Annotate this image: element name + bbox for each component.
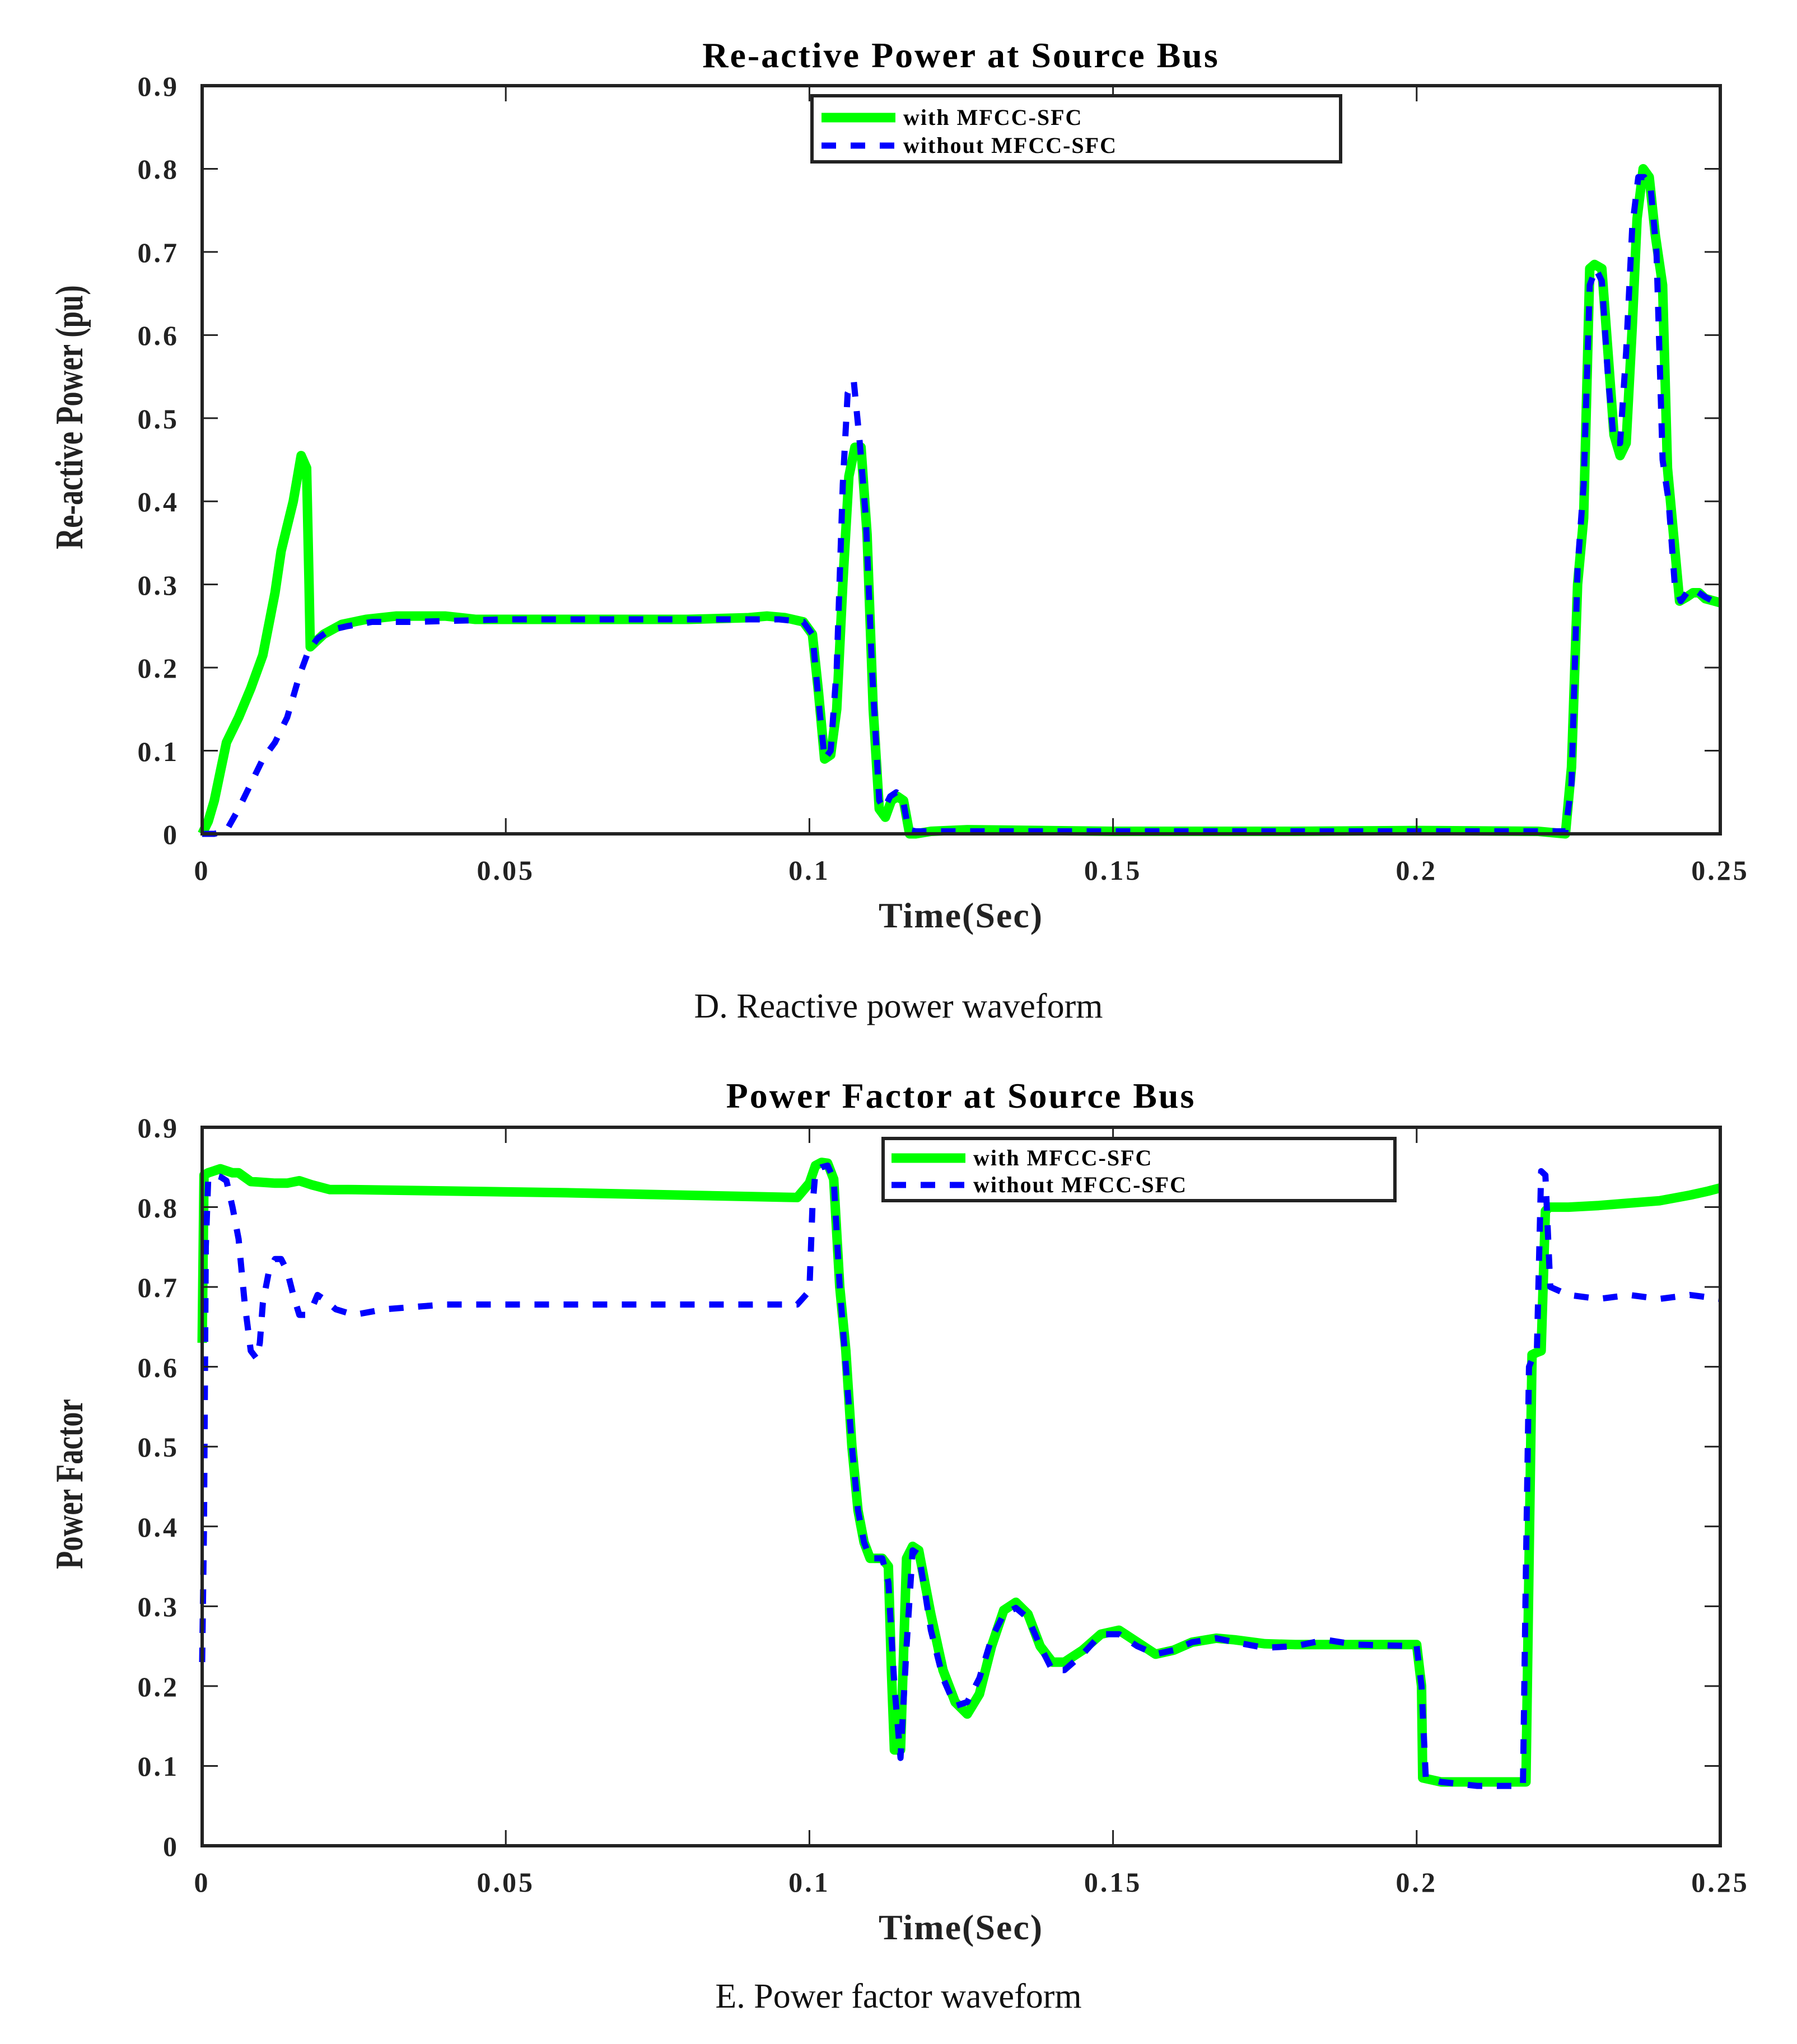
y-tick-label: 0 bbox=[163, 1831, 179, 1862]
legend-swatch-dashed-blue bbox=[822, 142, 895, 148]
legend-label: without MFCC-SFC bbox=[903, 133, 1117, 158]
x-tick-label: 0.25 bbox=[1691, 1866, 1749, 1898]
chart-title: Power Factor at Source Bus bbox=[726, 1076, 1196, 1116]
series-without-mfcc-sfc bbox=[202, 174, 1722, 837]
plot-area bbox=[198, 84, 1722, 839]
x-axis-label: Time(Sec) bbox=[878, 895, 1044, 935]
legend: with MFCC-SFC without MFCC-SFC bbox=[881, 1137, 1397, 1202]
x-tick-label: 0 bbox=[194, 855, 211, 886]
y-tick-label: 0 bbox=[163, 819, 179, 850]
y-tick-label: 0.4 bbox=[137, 486, 179, 518]
y-tick-label: 0.7 bbox=[137, 1272, 179, 1304]
x-tick-label: 0.15 bbox=[1084, 855, 1142, 886]
y-tick-label: 0.5 bbox=[137, 403, 179, 435]
legend-swatch-solid-green bbox=[892, 1153, 965, 1163]
legend-swatch-solid-green bbox=[822, 113, 895, 122]
y-tick-label: 0.1 bbox=[137, 1751, 179, 1782]
x-tick-label: 0.1 bbox=[788, 1866, 830, 1898]
legend-label: without MFCC-SFC bbox=[973, 1172, 1187, 1197]
legend-label: with MFCC-SFC bbox=[903, 105, 1083, 130]
series-with-mfcc-sfc bbox=[197, 1158, 1722, 1787]
legend-label: with MFCC-SFC bbox=[973, 1145, 1153, 1170]
figure-caption: D. Reactive power waveform bbox=[694, 987, 1103, 1025]
y-tick-label: 0.3 bbox=[137, 569, 179, 601]
legend-item-with: with MFCC-SFC bbox=[822, 104, 1082, 130]
x-axis-label: Time(Sec) bbox=[878, 1907, 1044, 1947]
axes-frame bbox=[200, 84, 1722, 836]
figure-reactive-power: Re-active Power at Source Bus Re-active … bbox=[48, 35, 1749, 1025]
figure-caption: E. Power factor waveform bbox=[715, 1977, 1082, 2015]
y-tick-label: 0.6 bbox=[137, 320, 179, 352]
legend: with MFCC-SFC without MFCC-SFC bbox=[810, 94, 1342, 164]
x-tick-label: 0 bbox=[194, 1866, 211, 1898]
y-tick-label: 0.3 bbox=[137, 1591, 179, 1623]
x-tick-label: 0.2 bbox=[1395, 1866, 1438, 1898]
y-tick-label: 0.8 bbox=[137, 1192, 179, 1224]
axes-frame bbox=[200, 1126, 1722, 1847]
x-tick-label: 0.2 bbox=[1395, 855, 1438, 886]
x-tick-label: 0.15 bbox=[1084, 1866, 1142, 1898]
legend-item-with: with MFCC-SFC bbox=[892, 1145, 1152, 1171]
legend-swatch-dashed-blue bbox=[892, 1182, 965, 1188]
y-tick-label: 0.8 bbox=[137, 153, 179, 185]
y-tick-label: 0.9 bbox=[137, 1112, 179, 1144]
x-tick-label: 0.25 bbox=[1691, 855, 1749, 886]
y-tick-label: 0.2 bbox=[137, 652, 179, 684]
legend-item-without: without MFCC-SFC bbox=[822, 132, 1117, 158]
y-tick-label: 0.4 bbox=[137, 1511, 179, 1543]
y-tick-label: 0.5 bbox=[137, 1431, 179, 1463]
legend-item-without: without MFCC-SFC bbox=[892, 1172, 1187, 1198]
y-tick-label: 0.1 bbox=[137, 735, 179, 767]
x-tick-label: 0.1 bbox=[788, 855, 830, 886]
x-tick-label: 0.05 bbox=[477, 855, 535, 886]
y-tick-label: 0.7 bbox=[137, 236, 179, 268]
chart-title: Re-active Power at Source Bus bbox=[702, 35, 1220, 75]
y-tick-label: 0.6 bbox=[137, 1351, 179, 1383]
series-without-mfcc-sfc bbox=[199, 1162, 1721, 1789]
y-tick-label: 0.9 bbox=[137, 71, 179, 102]
y-tick-label: 0.2 bbox=[137, 1670, 179, 1702]
x-tick-label: 0.05 bbox=[477, 1866, 535, 1898]
